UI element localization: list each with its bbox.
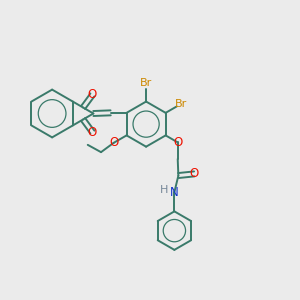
- Text: O: O: [88, 126, 97, 139]
- Text: Br: Br: [175, 99, 188, 109]
- Text: H: H: [160, 185, 169, 195]
- Text: O: O: [109, 136, 118, 149]
- Text: N: N: [170, 186, 179, 199]
- Text: O: O: [88, 88, 97, 101]
- Text: Br: Br: [140, 78, 152, 88]
- Text: O: O: [173, 136, 182, 149]
- Text: O: O: [190, 167, 199, 180]
